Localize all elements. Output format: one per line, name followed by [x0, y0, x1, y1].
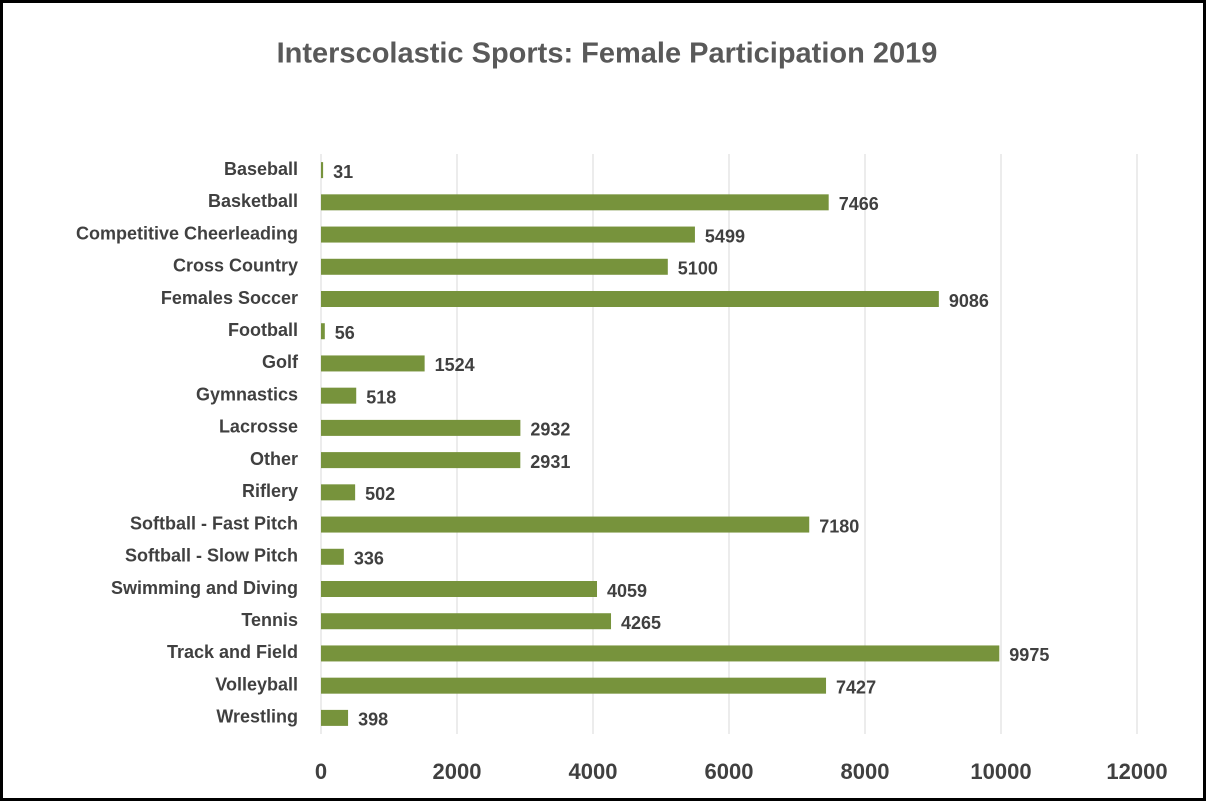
x-tick-label: 0 — [315, 759, 327, 784]
value-label: 5100 — [678, 259, 718, 279]
value-label: 5499 — [705, 226, 745, 246]
y-tick-label: Football — [228, 320, 298, 340]
value-label: 7427 — [836, 677, 876, 697]
y-tick-label: Tennis — [241, 610, 298, 630]
bar — [321, 581, 598, 597]
value-label: 336 — [354, 549, 384, 569]
x-tick-label: 12000 — [1106, 759, 1167, 784]
x-tick-label: 4000 — [569, 759, 618, 784]
y-tick-label: Track and Field — [167, 642, 298, 662]
bar — [321, 613, 612, 630]
bar — [321, 548, 344, 565]
value-label: 7180 — [819, 516, 859, 536]
y-tick-label: Competitive Cheerleading — [76, 223, 298, 243]
bar — [321, 162, 324, 179]
chart-title: Interscolastic Sports: Female Participat… — [277, 38, 938, 70]
bar — [321, 194, 829, 211]
value-label: 9975 — [1009, 645, 1049, 665]
value-label: 4059 — [607, 581, 647, 601]
value-label: 518 — [366, 387, 396, 407]
x-tick-label: 6000 — [705, 759, 754, 784]
value-label: 1524 — [435, 355, 475, 375]
value-label: 31 — [333, 162, 353, 182]
value-label: 2932 — [530, 420, 570, 440]
bar — [321, 291, 939, 307]
bar — [321, 484, 356, 501]
bar — [321, 709, 349, 726]
bar — [321, 323, 325, 340]
bar — [321, 516, 810, 533]
y-tick-label: Wrestling — [216, 707, 298, 727]
value-label: 2931 — [530, 452, 570, 472]
y-tick-label: Lacrosse — [219, 417, 298, 437]
value-label: 398 — [358, 710, 388, 730]
x-tick-label: 2000 — [433, 759, 482, 784]
bar — [321, 645, 1000, 662]
value-label: 9086 — [949, 291, 989, 311]
bar — [321, 226, 695, 243]
bar — [321, 452, 521, 469]
value-label: 502 — [365, 484, 395, 504]
y-tick-label: Swimming and Diving — [111, 578, 298, 598]
bar — [321, 355, 425, 372]
y-tick-label: Other — [250, 449, 298, 469]
y-tick-label: Baseball — [224, 159, 298, 179]
y-tick-label: Riflery — [242, 481, 298, 501]
y-tick-label: Softball - Slow Pitch — [125, 546, 298, 566]
y-tick-label: Volleyball — [215, 674, 298, 694]
value-label: 56 — [335, 323, 355, 343]
y-tick-label: Softball - Fast Pitch — [130, 513, 298, 533]
x-tick-label: 10000 — [970, 759, 1031, 784]
x-tick-label: 8000 — [841, 759, 890, 784]
bar — [321, 677, 827, 694]
y-tick-label: Golf — [262, 352, 299, 372]
y-tick-label: Females Soccer — [161, 288, 298, 308]
y-tick-label: Basketball — [208, 191, 298, 211]
value-label: 7466 — [839, 194, 879, 214]
bar — [321, 419, 521, 436]
bar — [321, 258, 668, 275]
bar — [321, 387, 357, 404]
y-tick-label: Cross Country — [173, 256, 298, 276]
y-tick-label: Gymnastics — [196, 384, 298, 404]
value-label: 4265 — [621, 613, 661, 633]
